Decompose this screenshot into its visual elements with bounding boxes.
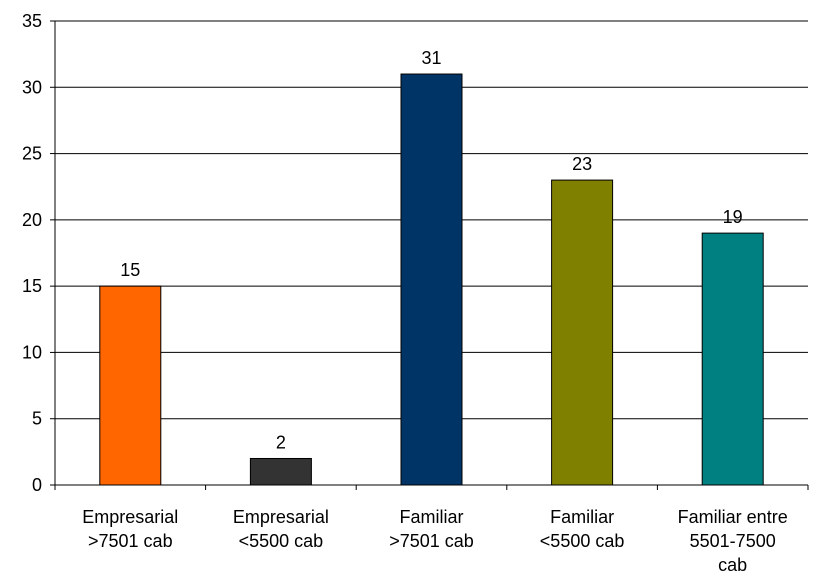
data-label: 15 [120, 260, 140, 280]
data-label: 31 [421, 48, 441, 68]
x-category-label: Empresarial >7501 cab [82, 507, 178, 551]
y-tick-label: 25 [22, 144, 42, 164]
y-tick-label: 5 [32, 409, 42, 429]
y-tick-label: 35 [22, 11, 42, 31]
x-category-label: Familiar <5500 cab [540, 507, 625, 551]
y-tick-label: 15 [22, 276, 42, 296]
data-label: 2 [276, 432, 286, 452]
y-tick-label: 0 [32, 475, 42, 495]
y-tick-label: 30 [22, 77, 42, 97]
bar [249, 457, 312, 486]
bar [551, 179, 614, 486]
x-category-label: Familiar >7501 cab [389, 507, 474, 551]
data-label: 23 [572, 154, 592, 174]
data-label: 19 [723, 207, 743, 227]
bar [400, 73, 463, 486]
y-tick-label: 20 [22, 210, 42, 230]
bar [99, 285, 162, 486]
y-tick-label: 10 [22, 342, 42, 362]
x-category-label: Familiar entre 5501-7500 cab [678, 507, 788, 575]
x-category-label: Empresarial <5500 cab [233, 507, 329, 551]
bar [701, 232, 764, 486]
